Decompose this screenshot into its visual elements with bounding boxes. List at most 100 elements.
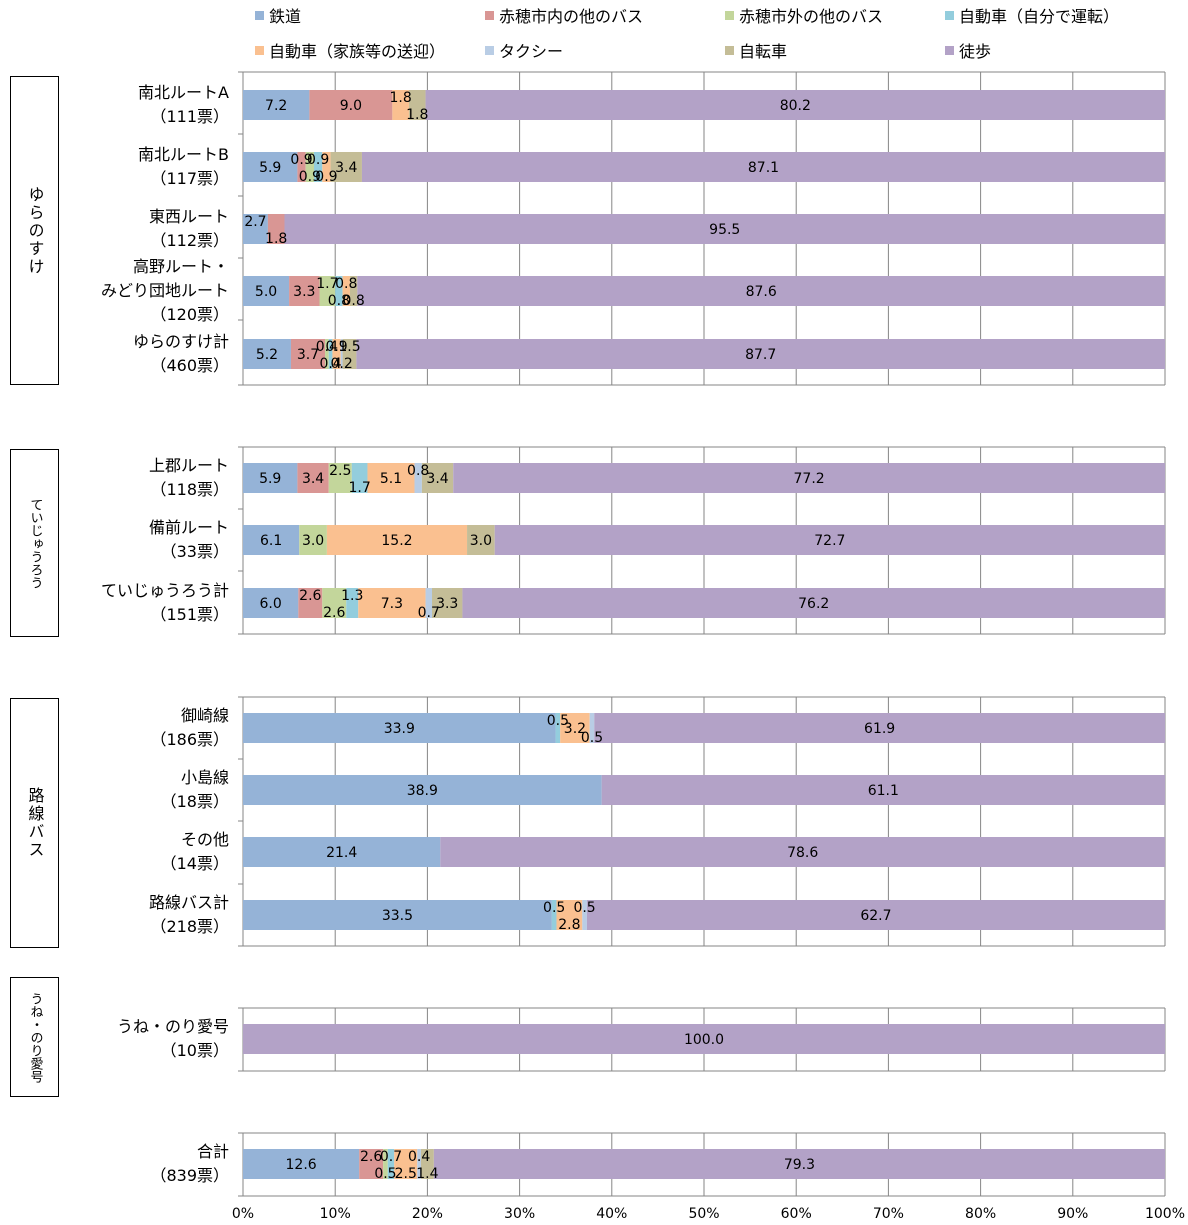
data-label: 0.2 [331,356,353,372]
data-label: 62.7 [860,908,891,924]
data-label: 3.3 [436,596,458,612]
bar-segment [556,900,583,930]
data-label: 3.7 [297,347,319,363]
bar-segment [340,339,343,369]
bar-segment [243,837,441,867]
group-label: ていじゅうろう [27,497,43,589]
data-label: 3.2 [564,721,586,737]
bar-segment [420,1149,434,1179]
data-label: 87.1 [748,160,779,176]
x-tick-label: 60% [781,1206,812,1222]
bar-segment [243,90,310,120]
bar-segment [313,152,323,182]
data-label: 1.5 [338,339,360,355]
legend-label: 自動車（自分で運転） [959,7,1120,26]
bar-segment [243,900,552,930]
data-label: 3.4 [426,471,448,487]
bar-segment [560,713,590,743]
data-label: 3.0 [302,533,324,549]
category-label-line: （33票） [160,542,229,561]
data-label: 5.9 [259,471,281,487]
category-label-line: （10票） [160,1041,229,1060]
category-label-line: 南北ルートA [138,83,229,102]
category-label-line: 小島線 [180,768,229,787]
bar-segment [335,276,343,306]
category-label-line: （151票） [150,605,229,624]
category-label: 小島線 （18票） [161,766,229,814]
bar-segment [387,1149,395,1179]
data-label: 95.5 [709,222,740,238]
data-label: 0.8 [343,293,365,309]
bar-segment [425,588,433,618]
category-label: 上郡ルート （118票） [149,454,229,502]
bar-segment [433,1149,1165,1179]
category-label-line: （186票） [150,730,229,749]
x-tick-label: 10% [320,1206,351,1222]
bar-segment [432,588,463,618]
legend-swatch [945,11,954,20]
bar-segment [367,463,415,493]
data-label: 100.0 [684,1032,724,1048]
data-label: 7.2 [265,98,287,114]
x-tick-label: 90% [1057,1206,1088,1222]
category-label-line: 高野ルート・ [132,257,229,276]
category-label-line: （118票） [150,480,229,499]
bar-segment [243,588,299,618]
data-label: 76.2 [798,596,829,612]
bar-segment [440,837,1166,867]
data-label: 61.1 [868,783,899,799]
data-label: 2.5 [395,1166,417,1182]
category-label-line: ゆらのすけ計 [132,332,229,351]
data-label: 77.2 [794,471,825,487]
data-label: 2.8 [558,917,580,933]
data-label: 15.2 [381,533,412,549]
category-label-line: 南北ルートB [138,145,229,164]
category-label-line: うね・のり愛号 [116,1017,229,1036]
legend-item: 徒歩 [945,43,991,61]
category-label: うね・のり愛号 （10票） [117,1015,229,1063]
bar-segment [361,152,1165,182]
data-label: 21.4 [326,845,357,861]
data-label: 38.9 [407,783,438,799]
data-label: 0.4 [408,1149,430,1165]
legend-label: タクシー [499,42,564,61]
data-label: 0.4 [319,356,341,372]
data-label: 0.5 [374,1166,396,1182]
bar-segment [453,463,1165,493]
data-label: 0.5 [547,713,569,729]
legend-item: 鉄道 [255,8,301,26]
data-label: 12.6 [286,1157,317,1173]
category-label-line: （117票） [150,169,229,188]
bar-segment [467,525,495,555]
bar-segment [359,1149,384,1179]
category-label-line: その他 [180,830,229,849]
data-label: 5.2 [256,347,278,363]
legend-swatch [485,11,494,20]
bar-segment [322,588,347,618]
data-label: 0.7 [380,1149,402,1165]
bar-segment [243,276,290,306]
bar-segment [243,1149,360,1179]
data-label: 1.8 [406,107,428,123]
category-label-line: （218票） [150,917,229,936]
x-tick-label: 100% [1145,1206,1185,1222]
legend-label: 赤穂市外の他のバス [739,7,884,26]
group-box: うね・のり愛号 [10,977,59,1097]
category-label-line: 合計 [196,1142,229,1161]
bar-segment [243,214,268,244]
data-label: 1.3 [341,588,363,604]
bar-segment [298,588,323,618]
data-label: 80.2 [780,98,811,114]
data-label: 0.8 [335,276,357,292]
bar-segment [394,1149,418,1179]
bar-segment [349,276,358,306]
bar-segment [351,463,368,493]
data-label: 1.4 [416,1166,438,1182]
bar-segment [356,339,1165,369]
bar-segment [243,525,300,555]
bar-segment [383,1149,388,1179]
legend-item: 赤穂市外の他のバス [725,8,883,26]
legend-swatch [485,46,494,55]
bar-segment [267,214,285,244]
